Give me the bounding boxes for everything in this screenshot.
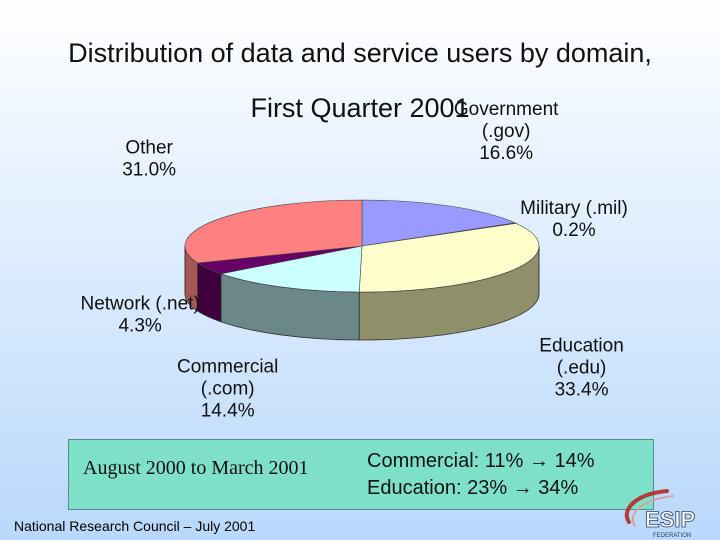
slice-label-military-mil: Military (.mil) 0.2% — [520, 198, 628, 241]
chart-title-line1: Distribution of data and service users b… — [68, 38, 652, 68]
slice-name-line: Government — [454, 99, 559, 120]
slice-name-line: Education — [539, 336, 624, 357]
slice-name-line: (.gov) — [482, 121, 531, 142]
slice-value-label: 33.4% — [555, 380, 609, 401]
slice-value-label: 4.3% — [118, 316, 161, 337]
slice-name-line: Other — [125, 138, 173, 159]
slice-label-other: Other 31.0% — [122, 138, 176, 181]
summary-range: August 2000 to March 2001 — [83, 457, 309, 479]
chart-title-line2: First Quarter 2001 — [250, 93, 470, 123]
slice-label-government: Government (.gov) 16.6% — [454, 99, 559, 164]
esip-logo-text: ESIP — [645, 507, 695, 532]
esip-logo-subtext: FEDERATION — [653, 533, 691, 539]
slice-label-commercial: Commercial (.com) 14.4% — [177, 356, 278, 421]
slice-value-label: 16.6% — [479, 143, 533, 164]
slice-name-line: Network (.net) — [80, 294, 199, 315]
summary-box: August 2000 to March 2001 Commercial: 11… — [68, 439, 654, 510]
pie-slice-education — [358, 223, 540, 293]
label-layer: Government (.gov) 16.6% Military (.mil) 0.2%… — [80, 99, 627, 421]
pie-slice-government — [361, 199, 517, 247]
slice-name-line: (.com) — [201, 378, 255, 399]
summary-commercial: Commercial: 11% → 14% — [367, 450, 595, 472]
slice-label-network-net: Network (.net) 4.3% — [80, 294, 199, 337]
slice-name-line: Commercial — [177, 356, 278, 377]
slice-value-label: 0.2% — [552, 220, 595, 241]
slice-value-label: 31.0% — [122, 160, 176, 181]
esip-logo: ESIP FEDERATION — [624, 489, 696, 539]
slice-value-label: 14.4% — [201, 400, 255, 421]
slice-label-education: Education (.edu) 33.4% — [539, 336, 624, 401]
summary-lines: Commercial: 11% → 14% Education: 23% → 3… — [367, 448, 594, 502]
summary-education: Education: 23% → 34% — [367, 477, 579, 499]
slice-name-line: (.edu) — [557, 358, 607, 379]
footer-credit: National Research Council – July 2001 — [14, 518, 256, 534]
pie-slice-other — [184, 199, 363, 264]
pie-layer — [184, 199, 540, 341]
slice-name-line: Military (.mil) — [520, 198, 628, 219]
pie-slice-commercial — [219, 245, 363, 293]
